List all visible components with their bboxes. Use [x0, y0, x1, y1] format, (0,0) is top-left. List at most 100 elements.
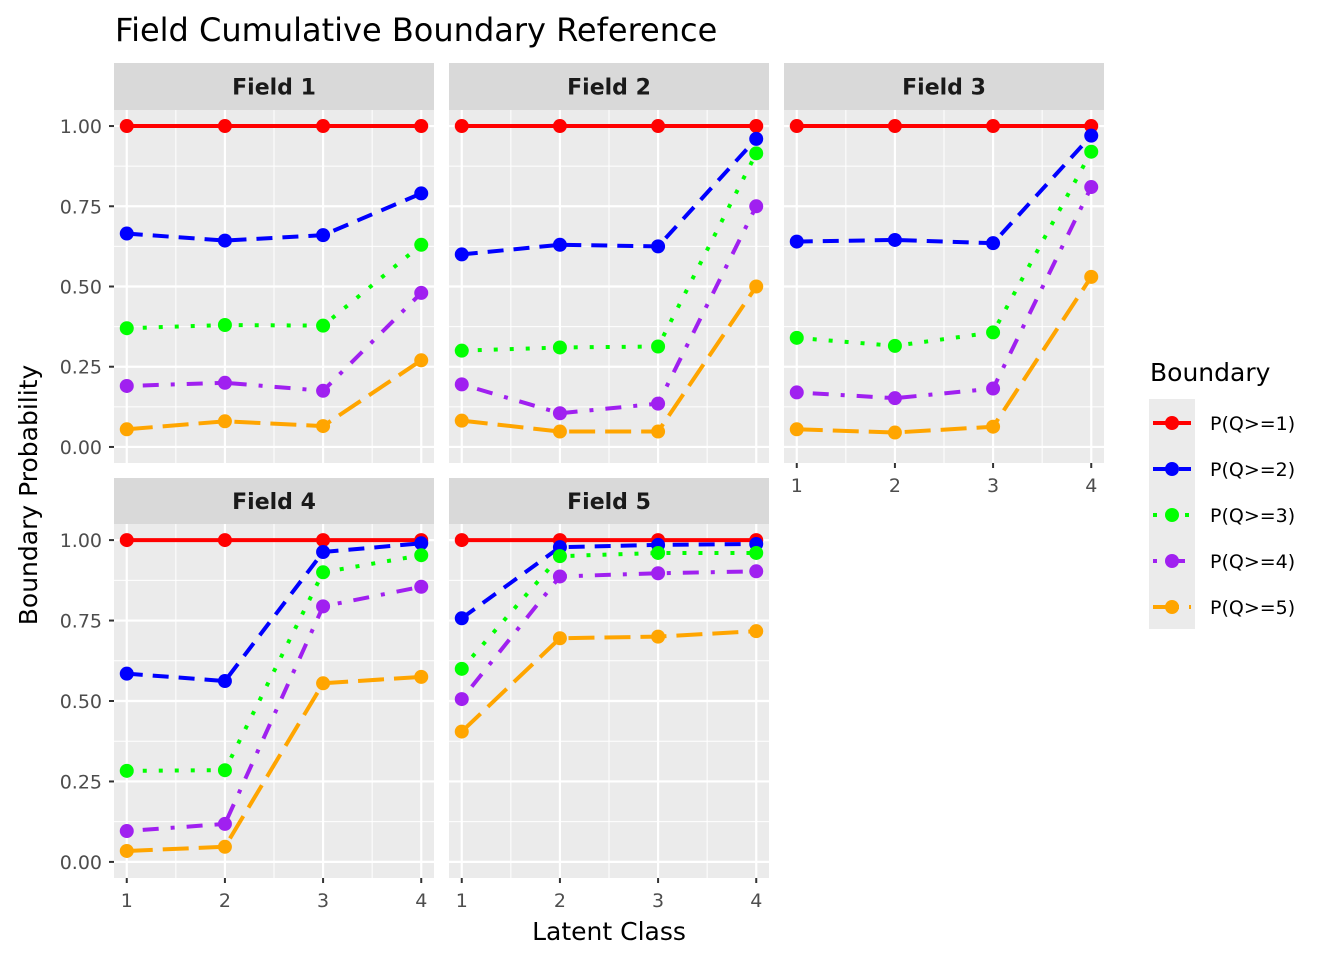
data-point: [986, 419, 1001, 434]
data-point: [887, 119, 902, 134]
data-point: [316, 599, 331, 614]
data-point: [414, 669, 429, 684]
data-point: [749, 564, 764, 579]
data-point: [552, 631, 567, 646]
data-point: [1084, 144, 1099, 159]
data-point: [1084, 128, 1099, 143]
data-point: [217, 375, 232, 390]
y-tick-label: 0.75: [60, 611, 102, 633]
data-point: [651, 119, 666, 134]
data-point: [316, 419, 331, 434]
data-point: [454, 661, 469, 676]
facet-panel: Field 5 1 2 3 4: [449, 478, 769, 912]
facet-strip-label: Field 5: [567, 490, 651, 515]
y-tick-label: 0.25: [60, 357, 102, 379]
data-point: [414, 353, 429, 368]
data-point: [552, 569, 567, 584]
facet-strip-label: Field 2: [567, 76, 651, 101]
y-tick-label: 0.50: [60, 277, 102, 299]
facet-panel: Field 2: [449, 63, 769, 463]
data-point: [887, 425, 902, 440]
y-tick-label: 0.00: [60, 437, 102, 459]
legend: Boundary P(Q>=1) P(Q>=2) P(Q>=3) P(Q>=4) P(Q>…: [1149, 358, 1295, 629]
facet-strip-label: Field 1: [232, 76, 316, 101]
data-point: [454, 692, 469, 707]
series-line: [461, 152, 759, 353]
data-point: [217, 763, 232, 778]
data-point: [749, 279, 764, 294]
series-line: [126, 291, 423, 393]
data-point: [454, 247, 469, 262]
data-point: [119, 843, 134, 858]
data-point: [316, 318, 331, 333]
facet-panels: Field 1 0.00 0.25 0.50 0.75 1.00 Field 2 Field …: [60, 63, 1104, 912]
y-tick-label: 1.00: [60, 116, 102, 138]
data-point: [217, 414, 232, 429]
data-point: [454, 724, 469, 739]
data-point: [986, 236, 1001, 251]
series-line: [461, 285, 758, 434]
series-line: [461, 205, 759, 416]
data-point: [119, 824, 134, 839]
data-point: [119, 378, 134, 393]
facet-strip: [784, 63, 1104, 110]
data-point: [414, 186, 429, 201]
data-point: [217, 674, 232, 689]
series-line: [126, 553, 422, 773]
data-point: [749, 119, 764, 134]
data-point: [454, 119, 469, 134]
y-tick-label: 0.25: [60, 771, 102, 793]
legend-label: P(Q>=2): [1210, 459, 1295, 481]
data-point: [119, 763, 134, 778]
data-point: [749, 624, 764, 639]
legend-title: Boundary: [1150, 358, 1271, 387]
facet-strip: [114, 478, 434, 524]
data-point: [749, 146, 764, 161]
data-point: [1084, 180, 1099, 195]
y-tick-label: 1.00: [60, 530, 102, 552]
series-line: [126, 674, 422, 853]
facet-strip: [114, 63, 434, 110]
data-point: [217, 533, 232, 548]
x-tick-label: 4: [1085, 475, 1097, 497]
series-line: [460, 569, 757, 701]
data-point: [552, 237, 567, 252]
x-tick-label: 2: [889, 475, 901, 497]
facet-panel: Field 1 0.00 0.25 0.50 0.75 1.00: [60, 63, 434, 463]
data-point: [316, 119, 331, 134]
facet-panel: Field 3 1 2 3 4: [784, 63, 1104, 497]
data-point: [119, 533, 134, 548]
data-point: [1084, 269, 1099, 284]
data-point: [316, 383, 331, 398]
data-point: [552, 406, 567, 421]
data-point: [986, 381, 1001, 396]
x-tick-label: 3: [652, 890, 664, 912]
data-point: [316, 544, 331, 559]
x-tick-label: 2: [219, 890, 231, 912]
x-tick-label: 1: [121, 890, 133, 912]
x-tick-label: 3: [987, 475, 999, 497]
data-point: [217, 816, 232, 831]
data-point: [454, 343, 469, 358]
chart-title: Field Cumulative Boundary Reference: [115, 11, 717, 49]
data-point: [119, 321, 134, 336]
data-point: [789, 330, 804, 345]
data-point: [887, 338, 902, 353]
y-tick-label: 0.50: [60, 691, 102, 713]
data-point: [217, 119, 232, 134]
data-point: [651, 545, 666, 560]
data-point: [651, 424, 666, 439]
facet-strip-label: Field 3: [902, 76, 986, 101]
series-line: [126, 358, 423, 432]
data-point: [316, 228, 331, 243]
y-axis-title: Boundary Probability: [14, 365, 43, 626]
x-axis-title: Latent Class: [532, 917, 686, 946]
data-point: [986, 325, 1001, 340]
x-tick-label: 1: [791, 475, 803, 497]
data-point: [887, 391, 902, 406]
y-tick-label: 0.75: [60, 196, 102, 218]
legend-label: P(Q>=1): [1210, 413, 1295, 435]
data-point: [749, 131, 764, 146]
series-line: [796, 186, 1094, 401]
